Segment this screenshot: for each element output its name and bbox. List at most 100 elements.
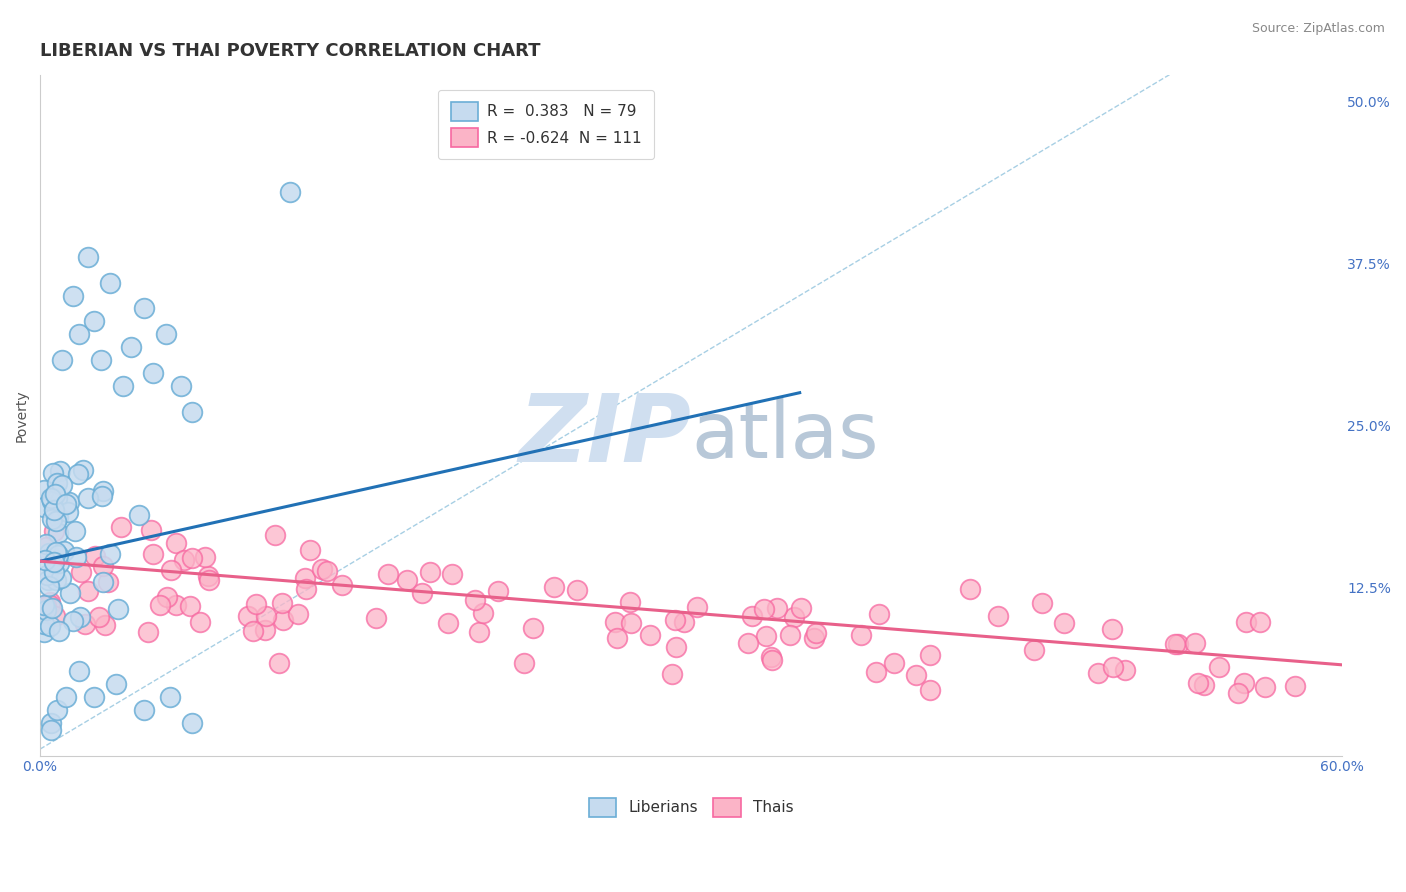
Liberians	[59, 586, 82, 600]
Thais	[315, 564, 337, 578]
Thais	[686, 600, 709, 615]
Thais	[295, 582, 318, 597]
Liberians	[98, 276, 121, 290]
Liberians	[159, 690, 181, 705]
Thais	[959, 582, 981, 597]
Liberians	[107, 602, 129, 616]
Text: ZIP: ZIP	[519, 390, 692, 482]
Thais	[44, 608, 66, 623]
Thais	[1284, 679, 1306, 693]
Liberians	[49, 571, 72, 585]
Thais	[87, 610, 110, 624]
Thais	[1022, 642, 1045, 657]
Thais	[165, 599, 187, 613]
Thais	[606, 631, 628, 645]
Liberians	[90, 353, 112, 368]
Liberians	[41, 512, 63, 526]
Liberians	[34, 616, 56, 631]
Thais	[754, 629, 776, 643]
Liberians	[41, 600, 63, 615]
Liberians	[155, 327, 177, 342]
Thais	[513, 656, 536, 670]
Liberians	[41, 494, 63, 508]
Thais	[468, 624, 491, 639]
Liberians	[83, 690, 105, 705]
Thais	[1227, 686, 1250, 700]
Thais	[486, 584, 509, 599]
Liberians	[45, 491, 67, 506]
Liberians	[39, 618, 62, 632]
Thais	[1233, 675, 1256, 690]
Thais	[197, 569, 219, 583]
Liberians	[128, 508, 150, 523]
Liberians	[51, 478, 73, 492]
Liberians	[111, 379, 134, 393]
Liberians	[55, 497, 77, 511]
Liberians	[42, 566, 65, 580]
Liberians	[48, 624, 70, 639]
Liberians	[134, 703, 156, 717]
Thais	[464, 592, 486, 607]
Thais	[287, 607, 309, 622]
Thais	[35, 541, 58, 555]
Thais	[267, 656, 290, 670]
Liberians	[76, 250, 98, 264]
Thais	[165, 536, 187, 550]
Thais	[84, 549, 107, 563]
Thais	[522, 621, 544, 635]
Liberians	[69, 610, 91, 624]
Thais	[1053, 615, 1076, 630]
Thais	[803, 631, 825, 645]
Thais	[1254, 680, 1277, 694]
Liberians	[45, 515, 67, 529]
Thais	[39, 595, 62, 609]
Liberians	[51, 353, 73, 368]
Liberians	[91, 483, 114, 498]
Thais	[783, 610, 806, 624]
Thais	[411, 586, 433, 600]
Liberians	[44, 487, 66, 501]
Y-axis label: Poverty: Poverty	[15, 389, 30, 442]
Thais	[271, 596, 294, 610]
Thais	[94, 618, 117, 632]
Liberians	[56, 505, 79, 519]
Thais	[759, 650, 782, 665]
Thais	[1087, 665, 1109, 680]
Liberians	[83, 314, 105, 328]
Thais	[765, 601, 787, 615]
Thais	[298, 543, 321, 558]
Thais	[271, 613, 294, 627]
Thais	[91, 558, 114, 573]
Liberians	[67, 467, 90, 482]
Thais	[472, 606, 495, 620]
Thais	[664, 640, 686, 655]
Thais	[779, 628, 801, 642]
Liberians	[120, 340, 142, 354]
Thais	[173, 553, 195, 567]
Thais	[136, 625, 159, 640]
Thais	[437, 616, 460, 631]
Text: atlas: atlas	[692, 398, 879, 474]
Thais	[1184, 636, 1206, 650]
Liberians	[46, 475, 69, 490]
Liberians	[72, 463, 94, 477]
Thais	[179, 599, 201, 613]
Thais	[35, 599, 58, 614]
Thais	[737, 636, 759, 650]
Thais	[620, 615, 643, 630]
Thais	[238, 608, 260, 623]
Thais	[1187, 676, 1209, 690]
Liberians	[142, 366, 165, 380]
Thais	[741, 608, 763, 623]
Thais	[254, 609, 277, 624]
Thais	[804, 625, 827, 640]
Liberians	[46, 510, 69, 524]
Text: Source: ZipAtlas.com: Source: ZipAtlas.com	[1251, 22, 1385, 36]
Thais	[396, 574, 419, 588]
Thais	[918, 648, 941, 662]
Thais	[987, 609, 1010, 624]
Liberians	[35, 537, 58, 551]
Liberians	[41, 467, 63, 481]
Liberians	[105, 677, 128, 691]
Thais	[245, 598, 267, 612]
